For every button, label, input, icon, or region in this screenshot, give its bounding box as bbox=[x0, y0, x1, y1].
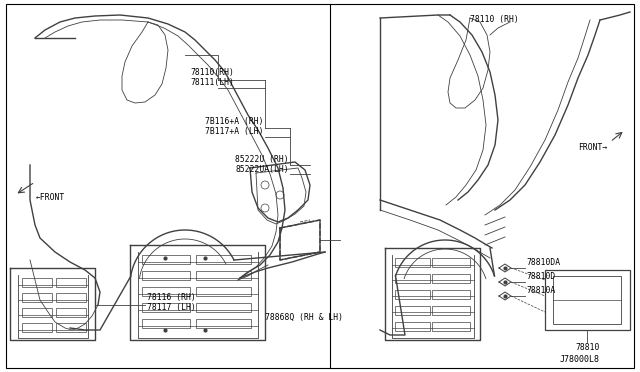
Bar bbox=[432, 290, 470, 299]
Bar bbox=[22, 278, 52, 287]
Text: 78868Q (RH & LH): 78868Q (RH & LH) bbox=[265, 313, 343, 322]
Bar bbox=[196, 255, 251, 264]
Text: 78117 (LH): 78117 (LH) bbox=[147, 303, 196, 312]
Bar bbox=[142, 271, 190, 280]
Bar bbox=[196, 271, 251, 280]
Bar bbox=[196, 319, 251, 328]
Text: 78110 (RH): 78110 (RH) bbox=[470, 15, 519, 24]
Text: 85222UA(LH): 85222UA(LH) bbox=[235, 165, 289, 174]
Bar bbox=[142, 255, 190, 264]
Bar bbox=[142, 319, 190, 328]
Text: 78810: 78810 bbox=[575, 343, 600, 352]
Bar bbox=[22, 323, 52, 332]
Bar bbox=[545, 270, 630, 330]
Text: 7B116+A (RH): 7B116+A (RH) bbox=[205, 117, 264, 126]
Bar bbox=[142, 303, 190, 312]
Bar bbox=[196, 287, 251, 296]
Text: 78810A: 78810A bbox=[526, 286, 556, 295]
Text: 78110(RH): 78110(RH) bbox=[190, 68, 234, 77]
Bar bbox=[56, 308, 86, 317]
Bar bbox=[432, 258, 470, 267]
Text: FRONT→: FRONT→ bbox=[578, 144, 607, 153]
Bar bbox=[432, 306, 470, 315]
Text: 7B117+A (LH): 7B117+A (LH) bbox=[205, 127, 264, 136]
Bar bbox=[432, 322, 470, 331]
Text: ←FRONT: ←FRONT bbox=[36, 193, 65, 202]
Bar bbox=[22, 308, 52, 317]
Text: 78116 (RH): 78116 (RH) bbox=[147, 293, 196, 302]
Bar bbox=[22, 293, 52, 302]
Bar bbox=[395, 274, 430, 283]
Text: 85222U (RH): 85222U (RH) bbox=[235, 155, 289, 164]
Bar bbox=[395, 290, 430, 299]
Bar bbox=[196, 303, 251, 312]
Text: 78810D: 78810D bbox=[526, 272, 556, 281]
Bar bbox=[395, 306, 430, 315]
Bar bbox=[432, 274, 470, 283]
Bar bbox=[142, 287, 190, 296]
Bar bbox=[553, 276, 621, 324]
Bar bbox=[56, 323, 86, 332]
Bar bbox=[395, 258, 430, 267]
Text: 78111(LH): 78111(LH) bbox=[190, 78, 234, 87]
Bar bbox=[56, 278, 86, 287]
Bar bbox=[395, 322, 430, 331]
Bar bbox=[56, 293, 86, 302]
Text: 78810DA: 78810DA bbox=[526, 258, 560, 267]
Text: J78000L8: J78000L8 bbox=[560, 356, 600, 365]
